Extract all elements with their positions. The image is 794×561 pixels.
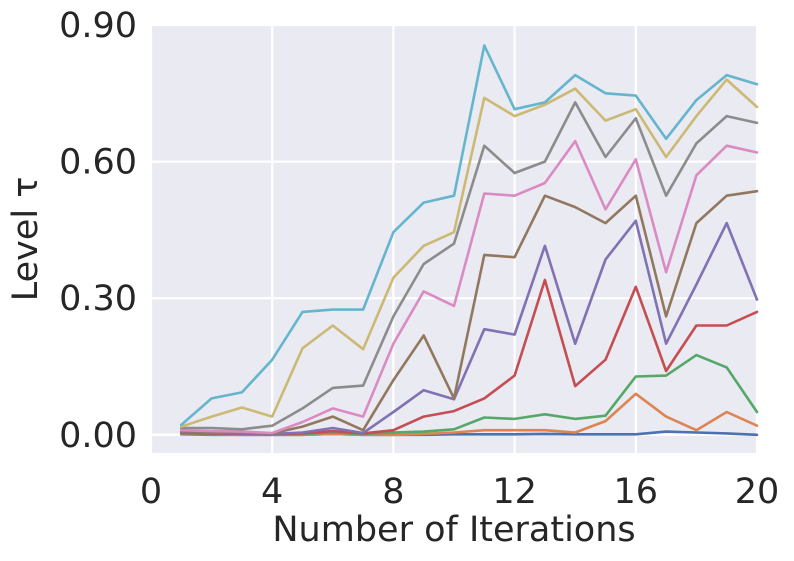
plot-background bbox=[151, 25, 757, 453]
y-tick-label: 0.60 bbox=[59, 143, 137, 183]
x-tick-labels: 0 4 8 12 16 20 bbox=[140, 472, 779, 512]
series-line-5 bbox=[180, 219, 759, 436]
series-lines bbox=[180, 44, 759, 437]
y-tick-labels: 0.00 0.30 0.60 0.90 bbox=[59, 6, 137, 456]
x-tick-label: 16 bbox=[614, 472, 659, 512]
x-tick-label: 4 bbox=[261, 472, 283, 512]
series-line-7 bbox=[180, 139, 759, 435]
y-tick-label: 0.90 bbox=[59, 6, 137, 46]
x-tick-label: 0 bbox=[140, 472, 162, 512]
series-line-9 bbox=[180, 78, 759, 428]
x-tick-label: 12 bbox=[492, 472, 537, 512]
series-line-8 bbox=[180, 101, 759, 431]
x-tick-label: 8 bbox=[382, 472, 404, 512]
x-tick-label: 20 bbox=[735, 472, 780, 512]
x-axis-label: Number of Iterations bbox=[272, 510, 635, 550]
series-line-10 bbox=[180, 44, 759, 427]
y-axis-label: Level τ bbox=[6, 177, 46, 302]
y-tick-label: 0.30 bbox=[59, 279, 137, 319]
y-tick-label: 0.00 bbox=[59, 416, 137, 456]
